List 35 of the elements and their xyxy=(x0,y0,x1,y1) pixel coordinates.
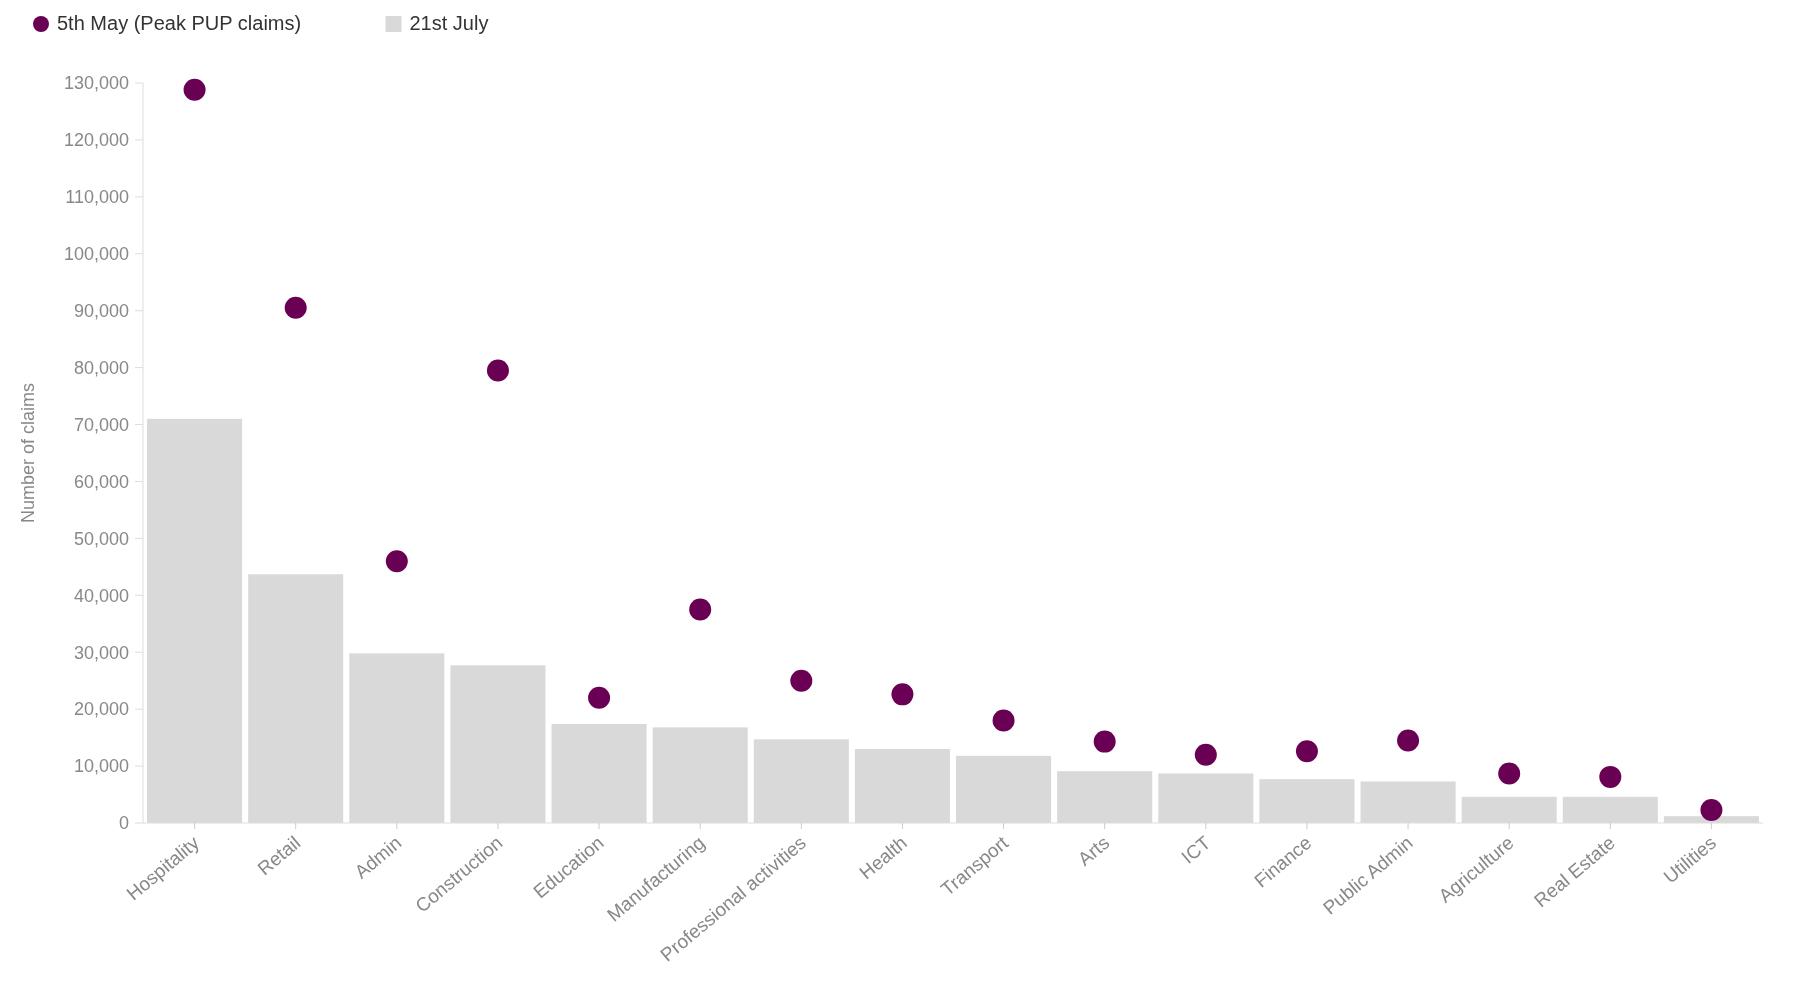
y-tick-label: 0 xyxy=(118,813,129,834)
point xyxy=(183,78,206,101)
point xyxy=(385,550,408,573)
y-tick-label: 70,000 xyxy=(73,414,129,435)
legend-label: 5th May (Peak PUP claims) xyxy=(57,12,302,34)
point xyxy=(1498,762,1521,785)
point xyxy=(1295,740,1318,763)
y-tick-label: 50,000 xyxy=(73,528,129,549)
y-tick-label: 30,000 xyxy=(73,642,129,663)
point xyxy=(992,709,1015,732)
y-tick-label: 10,000 xyxy=(73,756,129,777)
y-tick-label: 120,000 xyxy=(63,130,129,151)
legend-label: 21st July xyxy=(409,12,489,34)
point xyxy=(891,683,914,706)
point xyxy=(689,598,712,621)
y-tick-label: 130,000 xyxy=(63,73,129,94)
y-tick-label: 100,000 xyxy=(63,244,129,265)
x-tick-label: Arts xyxy=(1073,831,1114,870)
y-tick-label: 60,000 xyxy=(73,471,129,492)
y-tick-label: 90,000 xyxy=(73,300,129,321)
point xyxy=(1194,743,1217,766)
point xyxy=(1397,729,1420,752)
point xyxy=(790,669,813,692)
y-tick-label: 20,000 xyxy=(73,699,129,720)
y-axis-title: Number of claims xyxy=(18,382,38,524)
y-tick-label: 40,000 xyxy=(73,585,129,606)
y-tick-label: 80,000 xyxy=(73,357,129,378)
y-tick-label: 110,000 xyxy=(65,187,129,208)
point xyxy=(588,686,611,709)
point xyxy=(1700,798,1723,821)
point xyxy=(1093,730,1116,753)
point xyxy=(486,359,509,382)
x-tick-label: ICT xyxy=(1177,831,1215,868)
point xyxy=(284,296,307,319)
point xyxy=(1599,765,1622,788)
